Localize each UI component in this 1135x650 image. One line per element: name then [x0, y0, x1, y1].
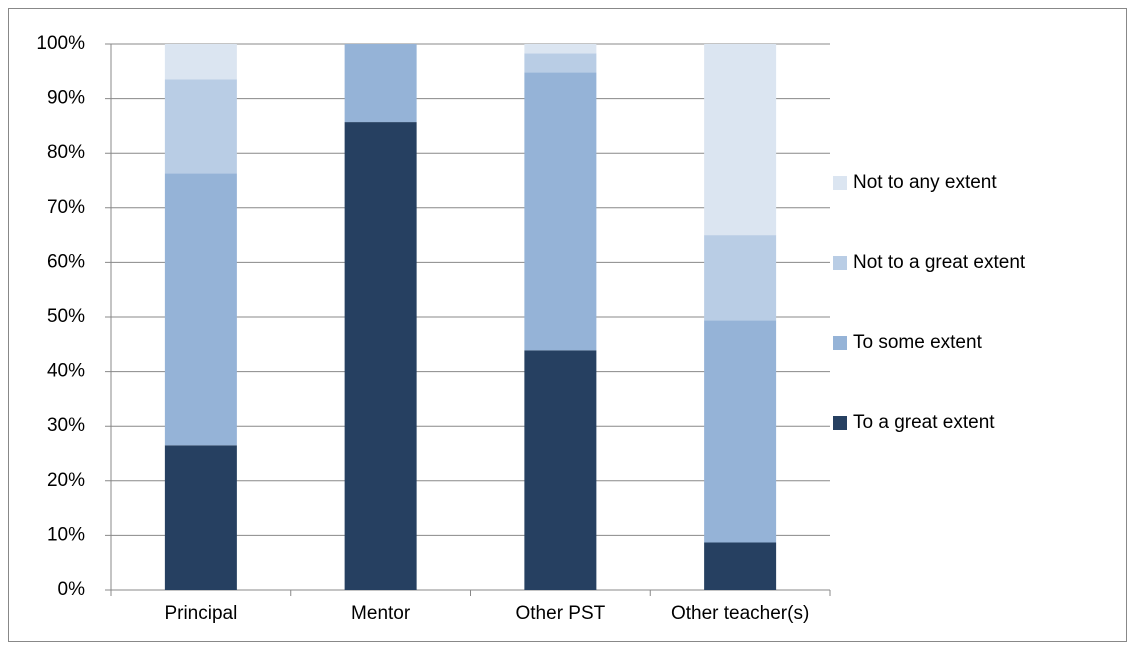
legend-label: To some extent — [853, 332, 983, 353]
y-tick-label: 30% — [47, 415, 85, 436]
bar-segment — [524, 44, 597, 54]
y-tick-label: 100% — [36, 33, 85, 54]
legend-swatch — [833, 336, 847, 350]
x-tick-label: Mentor — [351, 603, 411, 624]
bar-segment — [524, 350, 597, 590]
bar-segment — [704, 542, 777, 590]
y-tick-label: 60% — [47, 251, 85, 272]
bar-segment — [344, 122, 417, 590]
bar-segment — [524, 72, 597, 351]
y-tick-label: 90% — [47, 88, 85, 109]
legend-swatch — [833, 416, 847, 430]
legend-label: Not to a great extent — [853, 252, 1026, 273]
y-tick-label: 10% — [47, 524, 85, 545]
legend-swatch — [833, 256, 847, 270]
bar-segment — [344, 44, 417, 123]
bar-segment — [164, 44, 237, 80]
y-tick-label: 70% — [47, 197, 85, 218]
bar-segment — [704, 44, 777, 236]
x-tick-label: Principal — [164, 603, 237, 624]
y-tick-label: 80% — [47, 142, 85, 163]
y-tick-label: 40% — [47, 361, 85, 382]
legend-label: Not to any extent — [853, 172, 997, 193]
bar-segment — [164, 79, 237, 174]
bar-segment — [704, 320, 777, 543]
y-tick-label: 50% — [47, 306, 85, 327]
y-tick-label: 20% — [47, 470, 85, 491]
bar-segment — [164, 173, 237, 446]
legend-swatch — [833, 176, 847, 190]
bar-segment — [704, 235, 777, 321]
x-tick-label: Other teacher(s) — [671, 603, 809, 624]
bar-segment — [524, 53, 597, 73]
x-tick-label: Other PST — [516, 603, 606, 624]
legend-label: To a great extent — [853, 412, 995, 433]
bar-segment — [164, 445, 237, 590]
y-tick-label: 0% — [58, 579, 86, 600]
